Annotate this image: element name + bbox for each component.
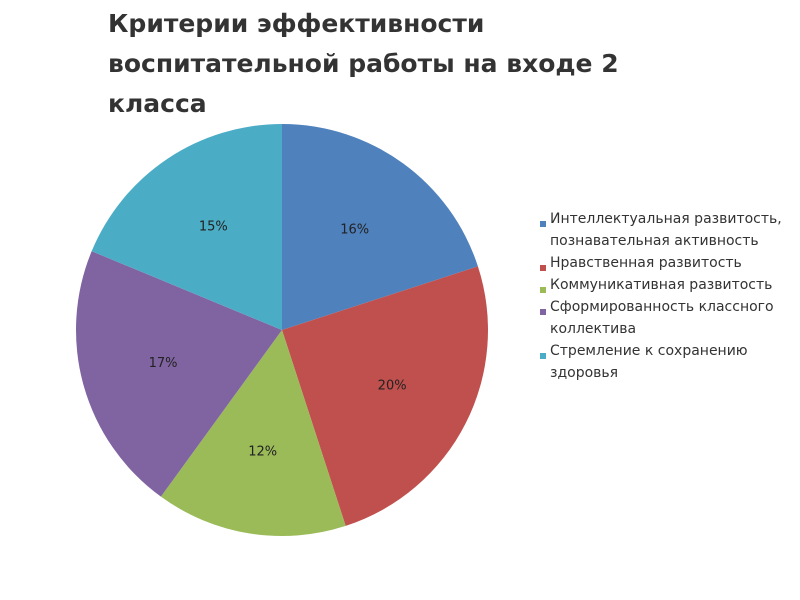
pie-slice bbox=[282, 266, 488, 526]
legend-label: Интеллектуальная развитость, познаватель… bbox=[550, 211, 782, 249]
legend-label: Стремление к сохранению здоровья bbox=[550, 343, 748, 381]
pie-slice bbox=[282, 124, 478, 330]
legend-item: Сформированность классного коллектива bbox=[540, 296, 795, 340]
legend-swatch bbox=[540, 309, 546, 315]
data-label: 15% bbox=[199, 220, 228, 235]
data-label: 17% bbox=[149, 356, 178, 371]
legend-swatch bbox=[540, 221, 546, 227]
legend: Интеллектуальная развитость, познаватель… bbox=[540, 208, 795, 384]
data-label: 12% bbox=[248, 445, 277, 460]
legend-item: Коммуникативная развитость bbox=[540, 274, 795, 296]
legend-item: Интеллектуальная развитость, познаватель… bbox=[540, 208, 795, 252]
legend-swatch bbox=[540, 287, 546, 293]
data-label: 16% bbox=[340, 223, 369, 238]
pie-slice bbox=[75, 251, 282, 497]
legend-swatch bbox=[540, 353, 546, 359]
chart-title: Критерии эффективности воспитательной ра… bbox=[108, 9, 619, 118]
legend-item: Нравственная развитость bbox=[540, 252, 795, 274]
pie-slice bbox=[91, 124, 282, 330]
legend-label: Сформированность классного коллектива bbox=[550, 299, 774, 337]
legend-label: Нравственная развитость bbox=[550, 255, 742, 271]
legend-label: Коммуникативная развитость bbox=[550, 277, 773, 293]
legend-swatch bbox=[540, 265, 546, 271]
pie-slice bbox=[160, 330, 346, 536]
legend-item: Стремление к сохранению здоровья bbox=[540, 340, 795, 384]
data-label: 20% bbox=[378, 379, 407, 394]
